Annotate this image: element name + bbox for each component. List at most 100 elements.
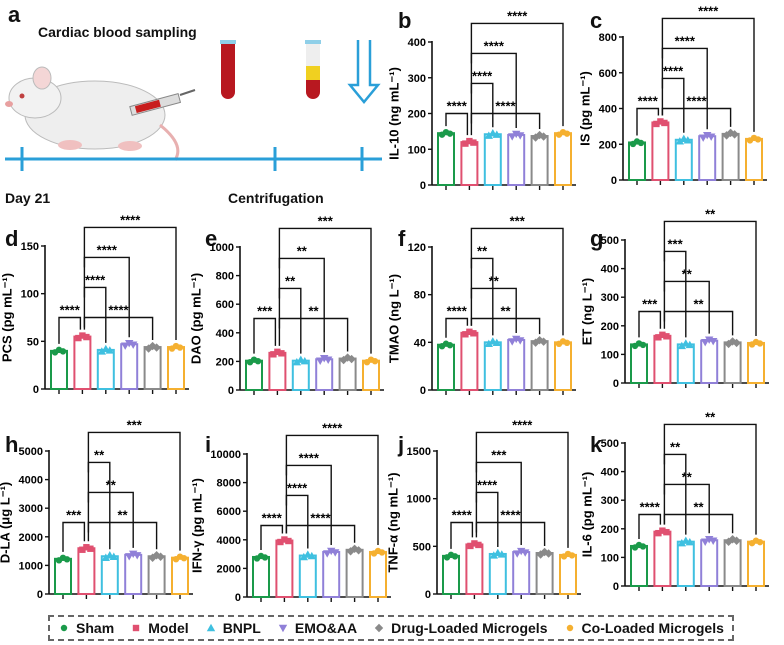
significance-bracket: **** (475, 477, 499, 547)
significance-bracket: ** (87, 508, 158, 550)
data-point (471, 540, 478, 547)
data-point (254, 357, 262, 365)
panel-a-title: Cardiac blood sampling (38, 24, 197, 40)
significance-label: **** (495, 99, 516, 114)
bar-co-loaded-microgels (554, 341, 572, 391)
data-points (363, 356, 379, 366)
diamond-icon (374, 623, 384, 633)
significance-label: **** (310, 511, 331, 526)
y-tick-label: 0 (420, 180, 426, 192)
bracket-line (83, 226, 177, 341)
significance-label: ** (693, 297, 704, 312)
data-points (299, 550, 316, 561)
bar-bnpl (100, 555, 119, 595)
bar-co-loaded-microgels (362, 359, 380, 391)
circle-icon (60, 624, 68, 632)
data-points (144, 341, 161, 353)
bar-emo-aa (700, 539, 719, 588)
legend-item: Model (130, 620, 189, 636)
y-tick-label: 3000 (19, 503, 43, 515)
bar-drug-loaded-microgels (723, 341, 742, 384)
data-points (508, 335, 525, 346)
significance-label: **** (638, 94, 659, 109)
bracket-line (470, 112, 541, 136)
data-point (299, 552, 308, 561)
data-point (653, 120, 660, 128)
panel-letter-d: d (5, 226, 19, 251)
data-point (484, 339, 493, 348)
y-tick-label: 800 (599, 32, 617, 44)
significance-bracket: *** (87, 417, 181, 551)
significance-bracket: **** (636, 94, 660, 136)
y-tick-label: 1500 (407, 446, 431, 458)
significance-label: *** (318, 213, 334, 228)
significance-bracket: **** (285, 420, 379, 545)
data-points (555, 338, 571, 348)
bar-chart-k: IL-6 (pg mL⁻¹)0100200300400500**********… (580, 409, 769, 593)
data-points (484, 129, 501, 139)
data-point (516, 132, 525, 140)
data-point (278, 350, 285, 357)
bar-drug-loaded-microgels (723, 539, 742, 588)
significance-label: *** (66, 508, 82, 523)
data-points (701, 336, 718, 347)
significance-label: **** (477, 477, 498, 492)
bracket-line (663, 310, 734, 336)
data-points (513, 547, 530, 558)
y-tick-label: 2000 (19, 532, 43, 544)
y-tick-label: 500 (601, 235, 619, 247)
bar-co-loaded-microgels (554, 132, 572, 187)
legend-label: Model (148, 620, 189, 636)
bar-sham (54, 557, 72, 596)
bar-emo-aa (315, 358, 334, 392)
data-point (754, 136, 762, 143)
data-point (152, 343, 161, 352)
bar-drug-loaded-microgels (143, 346, 162, 390)
y-tick-label: 500 (601, 438, 619, 450)
significance-bracket: ** (663, 439, 687, 535)
data-points (316, 355, 333, 365)
data-points (172, 553, 188, 563)
data-point (732, 536, 741, 545)
data-point (371, 357, 379, 365)
panel-letter-k: k (590, 432, 603, 457)
data-point (637, 139, 645, 147)
data-points (653, 118, 668, 128)
bracket-line (470, 287, 517, 333)
timeline (5, 147, 382, 171)
significance-bracket: *** (278, 213, 372, 354)
data-point (79, 332, 86, 339)
data-point (378, 549, 386, 556)
data-points (292, 355, 309, 366)
bar-sham (50, 349, 68, 391)
significance-label: ** (670, 439, 681, 454)
data-point (475, 541, 482, 549)
data-point (657, 118, 664, 125)
data-point (97, 347, 106, 355)
data-point (701, 338, 710, 347)
data-point (685, 340, 694, 349)
data-points (508, 130, 525, 141)
data-points (125, 550, 142, 561)
data-point (324, 356, 333, 364)
data-point (176, 344, 184, 351)
data-point (470, 330, 477, 337)
data-points (75, 332, 90, 342)
data-point (121, 342, 130, 350)
bar-co-loaded-microgels (747, 341, 765, 385)
data-point (446, 130, 454, 137)
centrifuged-tube-icon (305, 40, 321, 99)
bracket-line (638, 513, 662, 539)
blood-tube-icon (220, 40, 236, 99)
panel-letter-f: f (398, 226, 406, 251)
bar-emo-aa (120, 343, 139, 390)
significance-label: **** (299, 450, 320, 465)
bracket-line (470, 52, 517, 128)
data-points (370, 547, 386, 557)
data-point (87, 545, 94, 552)
y-tick-label: 300 (408, 73, 426, 85)
legend-item: Sham (58, 620, 114, 636)
bar-model (275, 539, 294, 598)
data-point (663, 333, 670, 340)
data-points (253, 552, 269, 562)
